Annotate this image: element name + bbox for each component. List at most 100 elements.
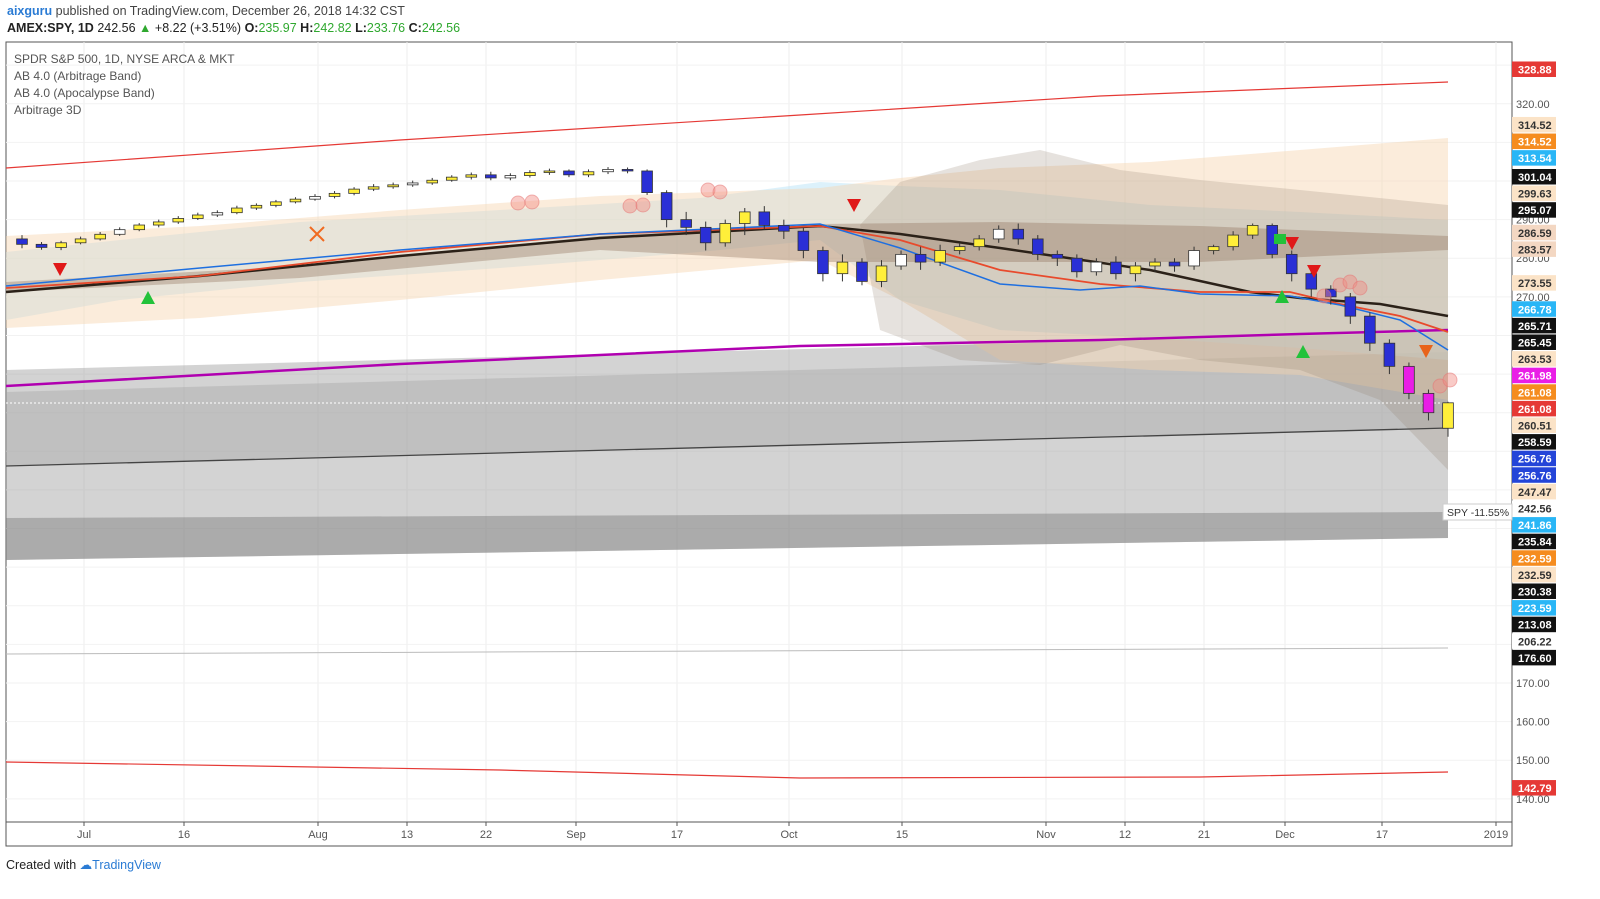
price-label-bg bbox=[1512, 384, 1556, 400]
candle-body bbox=[1071, 257, 1083, 273]
x-tick-label: Oct bbox=[780, 829, 797, 841]
band-midline bbox=[5, 427, 1449, 467]
candle-body bbox=[211, 212, 224, 216]
price-label-bg bbox=[1512, 583, 1556, 599]
candle-body bbox=[465, 174, 478, 178]
price-label: 176.60 bbox=[1518, 653, 1552, 665]
x-tick-label: Nov bbox=[1036, 829, 1056, 841]
candle-body bbox=[1364, 315, 1376, 344]
overbought-dot-icon bbox=[1442, 372, 1458, 388]
candle-body bbox=[1227, 234, 1239, 248]
price-label: 295.07 bbox=[1518, 205, 1552, 217]
x-tick-label: Sep bbox=[566, 829, 586, 841]
spy-callout-label: SPY -11.55% bbox=[1447, 507, 1509, 519]
price-label: 213.08 bbox=[1518, 620, 1552, 632]
published-text: published on TradingView.com, December 2… bbox=[55, 4, 405, 18]
price-label-bg bbox=[1512, 550, 1556, 566]
candle-body bbox=[35, 243, 48, 248]
candle-body bbox=[1383, 342, 1396, 367]
candle-body bbox=[524, 172, 536, 177]
candle-body bbox=[387, 184, 399, 188]
price-label: 314.52 bbox=[1518, 137, 1552, 149]
sell-signal-icon bbox=[1419, 345, 1433, 358]
x-tick-label: 15 bbox=[896, 829, 908, 841]
price-label-bg bbox=[1512, 301, 1556, 317]
candle-body bbox=[797, 230, 810, 251]
price-label-bg bbox=[1512, 202, 1556, 218]
high-value: 242.82 bbox=[313, 21, 352, 35]
price-label: 265.71 bbox=[1518, 321, 1552, 333]
candle-body bbox=[836, 261, 849, 275]
sell-signal-icon bbox=[1285, 237, 1299, 250]
price-label-bg bbox=[1512, 61, 1556, 77]
candle-body bbox=[895, 253, 907, 267]
price-label: 314.52 bbox=[1518, 120, 1552, 132]
candle-body bbox=[367, 186, 380, 190]
apocalypse-line bbox=[5, 328, 1449, 388]
author-link[interactable]: aixguru bbox=[7, 4, 53, 18]
trend-band bbox=[6, 222, 1448, 292]
candle-body bbox=[875, 265, 888, 282]
overbought-dot-icon bbox=[524, 194, 540, 210]
candle-body bbox=[1344, 296, 1357, 317]
ohlc-header: AMEX:SPY, 1D 242.56 ▲ +8.22 (+3.51%) O:2… bbox=[7, 21, 460, 35]
x-tick-label: 17 bbox=[671, 829, 683, 841]
lower-gray-band bbox=[5, 647, 1449, 655]
tradingview-brand[interactable]: TradingView bbox=[92, 858, 161, 872]
candle-body bbox=[543, 170, 556, 173]
up-arrow-icon: ▲ bbox=[139, 21, 152, 35]
price-label: 261.08 bbox=[1518, 404, 1552, 416]
legend-entry: SPDR S&P 500, 1D, NYSE ARCA & MKT bbox=[14, 52, 235, 66]
candle-body bbox=[1403, 365, 1415, 394]
y-tick-label: 170.00 bbox=[1516, 678, 1550, 690]
candle-body bbox=[270, 201, 282, 206]
upper-outer-band bbox=[5, 81, 1449, 169]
candle-body bbox=[250, 204, 263, 209]
volatility-cloud bbox=[860, 150, 1448, 470]
price-label: 263.53 bbox=[1518, 354, 1552, 366]
cross-signal-icon bbox=[309, 226, 325, 242]
x-tick-label: 22 bbox=[480, 829, 492, 841]
price-label-bg bbox=[1512, 517, 1556, 533]
spy-callout-bg bbox=[1442, 503, 1513, 521]
candle-body bbox=[152, 221, 165, 226]
candle-body bbox=[231, 207, 243, 214]
y-tick-label: 160.00 bbox=[1516, 717, 1550, 729]
price-label-bg bbox=[1512, 241, 1556, 257]
candle-body bbox=[817, 250, 829, 275]
candle-body bbox=[74, 238, 87, 244]
candle-body bbox=[1032, 238, 1044, 255]
overbought-dot-icon bbox=[1352, 280, 1368, 296]
x-tick-label: Aug bbox=[308, 829, 328, 841]
candle-body bbox=[680, 219, 692, 228]
x-tick-label: 12 bbox=[1119, 829, 1131, 841]
sky-band bbox=[6, 182, 1448, 360]
candle-body bbox=[602, 169, 614, 173]
y-tick-label: 140.00 bbox=[1516, 794, 1550, 806]
peach-band bbox=[6, 138, 1448, 400]
price-label: 313.54 bbox=[1518, 153, 1553, 165]
arbitrage-band-low bbox=[6, 512, 1448, 560]
close-value: 242.56 bbox=[421, 21, 461, 35]
price-label: 242.56 bbox=[1518, 503, 1552, 515]
price-label: 256.76 bbox=[1518, 454, 1552, 466]
overbought-dot-icon bbox=[712, 184, 728, 200]
candle-body bbox=[582, 171, 595, 176]
open-value: 235.97 bbox=[258, 21, 297, 35]
overbought-dot-icon bbox=[635, 197, 651, 213]
legend-entry: Arbitrage 3D bbox=[14, 103, 82, 117]
price-label: 223.59 bbox=[1518, 603, 1552, 615]
plot-area bbox=[5, 41, 1513, 823]
candle-body bbox=[1285, 253, 1298, 275]
created-with-text: Created with bbox=[6, 858, 77, 872]
candle-body bbox=[778, 225, 790, 232]
overbought-dot-icon bbox=[700, 182, 716, 198]
high-label: H: bbox=[300, 21, 314, 35]
candle-body bbox=[563, 170, 575, 176]
candle-body bbox=[973, 238, 985, 248]
price-label-bg bbox=[1512, 434, 1556, 450]
price-label: 301.04 bbox=[1518, 172, 1553, 184]
candle-body bbox=[953, 246, 966, 251]
price-label: 328.88 bbox=[1518, 64, 1552, 76]
